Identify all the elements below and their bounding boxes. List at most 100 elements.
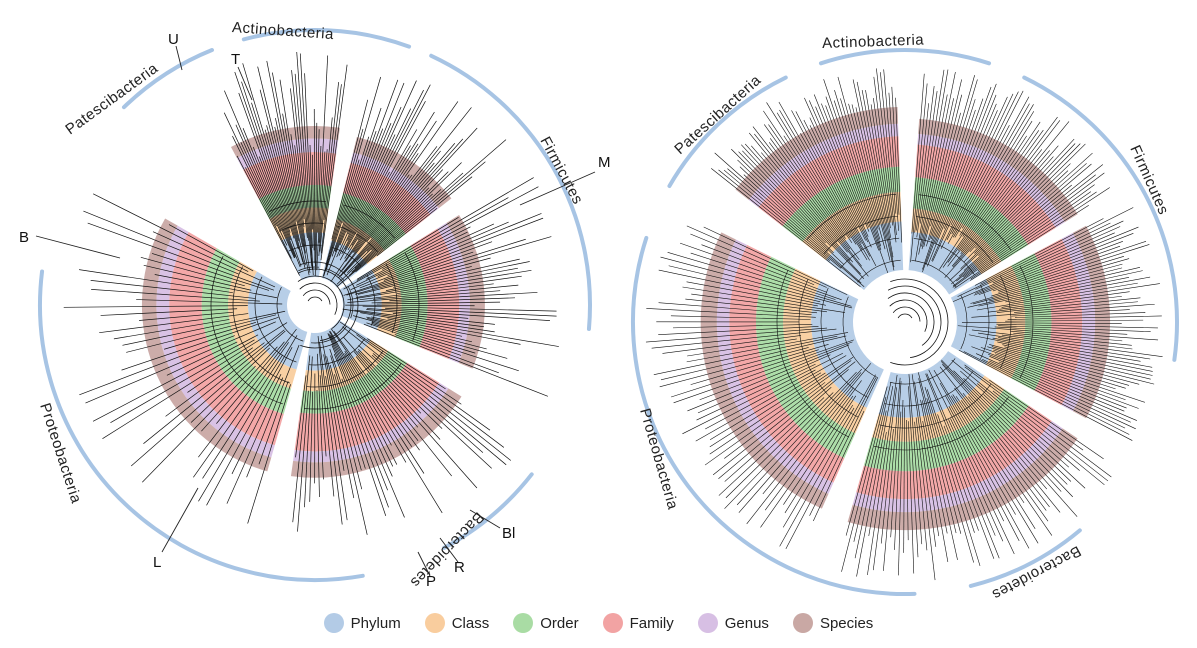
branch xyxy=(918,72,956,255)
marker-Bl: Bl xyxy=(502,525,515,542)
branch xyxy=(957,325,1159,341)
branch xyxy=(326,82,405,276)
branch xyxy=(977,383,1080,471)
branch xyxy=(351,172,464,273)
branch xyxy=(376,364,443,429)
branch xyxy=(952,184,1095,288)
branch xyxy=(978,270,1143,307)
branch xyxy=(779,374,876,547)
branch xyxy=(921,400,958,560)
branch xyxy=(371,321,476,354)
branch xyxy=(922,109,976,270)
branch xyxy=(754,133,869,277)
clade-arc xyxy=(310,326,347,344)
branch xyxy=(687,344,850,412)
branch xyxy=(821,103,870,228)
branch xyxy=(944,395,1030,549)
branch xyxy=(110,339,255,423)
branch xyxy=(725,392,834,499)
branch xyxy=(371,297,515,304)
branch xyxy=(880,428,894,544)
branch xyxy=(294,73,313,267)
branch xyxy=(883,69,897,214)
branch xyxy=(357,266,472,295)
branch xyxy=(763,110,853,244)
branch xyxy=(978,332,1151,360)
legend-swatch-order xyxy=(513,613,534,633)
branch xyxy=(952,145,1059,268)
branch xyxy=(99,313,249,334)
root-arc xyxy=(302,289,331,305)
branch xyxy=(85,321,276,404)
branch xyxy=(100,308,238,316)
branch xyxy=(356,217,459,280)
branch xyxy=(231,373,282,475)
branch xyxy=(389,292,538,302)
branch xyxy=(988,267,1123,302)
branch xyxy=(242,63,299,250)
branch xyxy=(813,94,870,232)
branch xyxy=(711,168,861,287)
branch xyxy=(290,134,305,228)
marker-P: P xyxy=(426,573,436,590)
branch xyxy=(366,308,550,321)
branch xyxy=(691,293,828,313)
branch xyxy=(947,96,1030,244)
branch xyxy=(795,111,877,267)
branch xyxy=(345,304,475,307)
branch xyxy=(329,348,387,517)
branch xyxy=(234,71,291,233)
branch xyxy=(394,334,499,374)
branch xyxy=(140,257,245,287)
branch xyxy=(266,125,306,269)
branch xyxy=(323,82,339,221)
branch xyxy=(670,315,811,320)
branch xyxy=(853,382,892,542)
branch xyxy=(915,417,936,581)
branch xyxy=(697,354,831,414)
branch xyxy=(142,365,256,483)
branch xyxy=(766,102,857,245)
branch xyxy=(658,302,812,315)
band-genus xyxy=(156,225,275,458)
clade-arc xyxy=(1019,265,1034,379)
branch xyxy=(956,164,1103,282)
branch xyxy=(922,421,949,562)
branch xyxy=(958,163,1092,277)
clade-arc xyxy=(911,260,957,288)
branch xyxy=(193,342,289,478)
band-family xyxy=(758,136,900,227)
branch xyxy=(999,291,1130,310)
branch xyxy=(372,353,507,466)
branch xyxy=(346,238,526,296)
band-family xyxy=(1034,238,1083,406)
branch xyxy=(988,354,1127,409)
rank-bands xyxy=(141,126,485,478)
branch xyxy=(978,152,1093,257)
branch xyxy=(703,226,848,295)
branch xyxy=(279,79,311,273)
branch xyxy=(342,107,382,223)
branch xyxy=(165,342,265,417)
branch xyxy=(339,321,462,405)
branch xyxy=(962,111,1035,229)
branch xyxy=(696,363,816,421)
branch xyxy=(923,94,963,247)
root-arc xyxy=(887,292,935,346)
branch xyxy=(645,327,828,343)
branch xyxy=(126,314,277,353)
branch xyxy=(778,101,870,261)
clade-arc xyxy=(918,194,1012,251)
branch xyxy=(976,282,1138,311)
branch xyxy=(346,106,402,233)
branch xyxy=(939,382,1016,515)
branch xyxy=(1009,276,1151,304)
branch xyxy=(963,143,1081,263)
branch xyxy=(983,394,1086,489)
band-species xyxy=(1072,225,1111,419)
branch xyxy=(962,121,1041,237)
branch xyxy=(354,189,442,269)
branch xyxy=(330,328,413,448)
branch xyxy=(672,324,813,329)
branch xyxy=(353,351,419,428)
